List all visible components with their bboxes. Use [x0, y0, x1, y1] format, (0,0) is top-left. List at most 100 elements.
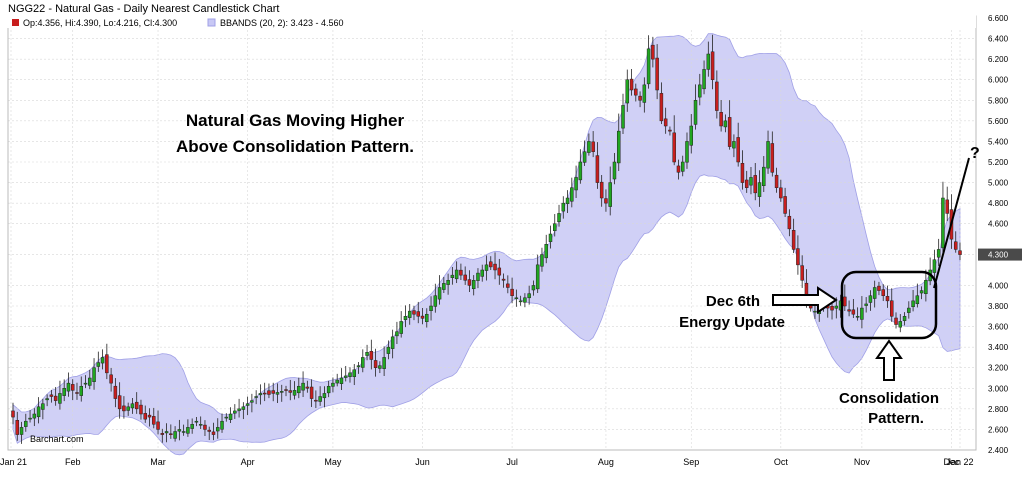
candle-body	[211, 431, 216, 435]
candle-body	[753, 175, 757, 194]
x-tick-label: Jun	[415, 457, 430, 467]
candle-body	[864, 303, 868, 306]
candle-body	[147, 414, 152, 418]
candle-body	[663, 118, 668, 127]
candle	[301, 371, 305, 397]
y-tick-label: 3.200	[988, 364, 1009, 373]
candle	[514, 289, 519, 307]
candle-body	[476, 272, 480, 281]
candle-body	[309, 386, 314, 399]
candle	[744, 170, 749, 193]
candle	[715, 70, 719, 119]
candle-body	[646, 48, 651, 85]
candle	[548, 225, 553, 249]
candle	[262, 382, 267, 402]
candle-body	[565, 197, 570, 204]
candle	[433, 283, 438, 313]
candle	[198, 416, 203, 430]
candle	[672, 115, 676, 166]
candle-body	[932, 259, 937, 273]
candle-body	[186, 427, 190, 434]
candle	[258, 384, 263, 405]
candle-body	[314, 399, 318, 402]
candle	[207, 426, 211, 441]
candle-body	[169, 433, 173, 435]
candle-body	[535, 264, 540, 290]
candle-body	[297, 385, 301, 394]
candle-body	[190, 424, 194, 429]
candle	[356, 362, 361, 374]
candle	[442, 276, 446, 294]
candle	[634, 83, 638, 102]
candle	[160, 428, 165, 443]
candle-body	[254, 396, 258, 398]
candle-body	[936, 249, 941, 258]
candle	[11, 402, 15, 425]
candle	[130, 398, 135, 414]
candle-body	[719, 112, 723, 127]
candle-body	[318, 396, 322, 402]
candle	[416, 301, 420, 324]
candle-body	[203, 424, 207, 430]
candle-body	[83, 382, 88, 385]
candle	[621, 93, 625, 134]
candle	[403, 305, 408, 328]
candle-body	[642, 84, 647, 103]
candle	[15, 411, 20, 441]
candle-body	[267, 390, 271, 395]
candle	[58, 380, 62, 410]
candle-body	[779, 187, 783, 199]
candle	[399, 311, 403, 338]
candle	[902, 312, 907, 326]
candle-body	[796, 248, 800, 266]
candle	[843, 284, 847, 311]
candle	[395, 321, 399, 345]
candle	[326, 380, 331, 398]
candle-body	[659, 93, 664, 122]
candle-body	[518, 300, 523, 303]
candle	[706, 41, 711, 77]
candle-body	[305, 386, 310, 389]
candle-body	[331, 382, 335, 387]
candle-body	[292, 390, 297, 396]
candle-body	[233, 410, 237, 414]
candle	[915, 283, 920, 308]
candle	[365, 344, 369, 361]
candle	[783, 187, 787, 218]
candle	[608, 166, 612, 216]
candle	[544, 234, 548, 264]
candle	[732, 134, 736, 158]
candle-body	[228, 413, 233, 420]
candle	[629, 69, 634, 96]
candle-body	[851, 309, 856, 315]
candle	[139, 399, 143, 420]
candle-body	[766, 141, 770, 169]
candle-body	[587, 141, 591, 153]
candle-body	[70, 384, 75, 391]
candle-body	[425, 313, 429, 322]
candle-body	[326, 385, 331, 394]
candle-body	[706, 53, 711, 70]
candle-body	[160, 433, 165, 435]
candle-body	[343, 375, 348, 378]
y-tick-label: 5.400	[988, 137, 1009, 146]
candle-body	[855, 316, 860, 318]
y-tick-label: 6.000	[988, 76, 1009, 85]
candle	[919, 286, 924, 300]
candle	[774, 167, 779, 193]
candle-body	[604, 198, 608, 204]
candle-body	[570, 187, 574, 202]
x-tick-label: Jan 22	[946, 457, 973, 467]
candle	[928, 257, 932, 286]
candle	[894, 312, 898, 329]
candle-body	[335, 379, 339, 384]
up-arrow-icon	[875, 339, 903, 381]
candle-body	[945, 199, 949, 214]
candle	[561, 196, 566, 219]
candle-body	[271, 390, 275, 394]
candle-body	[450, 274, 455, 278]
x-tick-label: Mar	[150, 457, 166, 467]
candle	[352, 364, 357, 386]
x-tick-label: May	[324, 457, 342, 467]
candle-body	[898, 321, 903, 328]
